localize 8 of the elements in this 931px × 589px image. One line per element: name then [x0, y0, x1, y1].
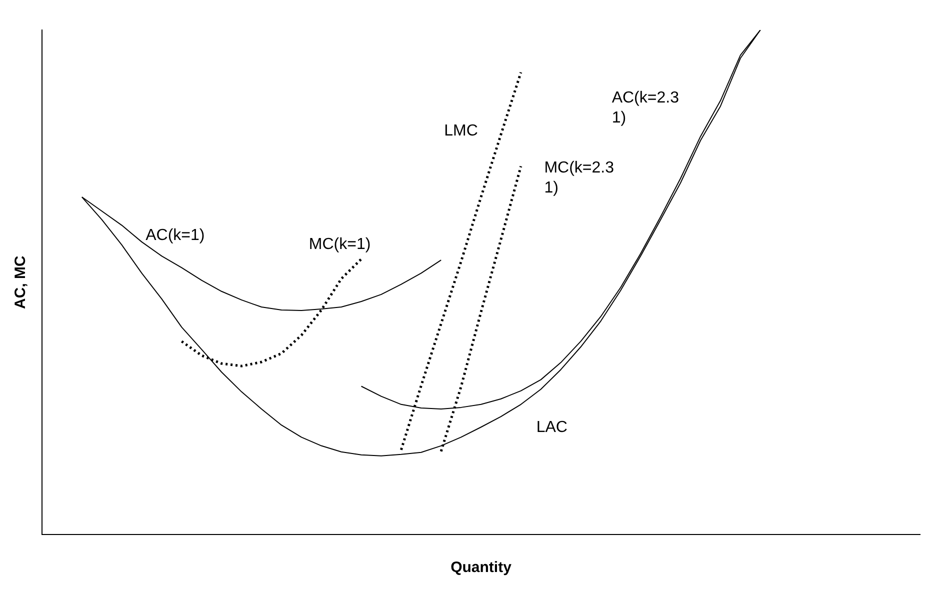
- x-axis-title: Quantity: [450, 559, 512, 576]
- series-label: MC(k=1): [308, 236, 371, 253]
- series-label: AC(k=2.31): [612, 90, 680, 127]
- series-label: LAC: [536, 419, 568, 436]
- series-label: MC(k=2.31): [544, 160, 614, 197]
- series-label: LMC: [444, 122, 478, 140]
- series-label: AC(k=1): [146, 226, 205, 244]
- y-axis-title: AC, MC: [12, 255, 30, 309]
